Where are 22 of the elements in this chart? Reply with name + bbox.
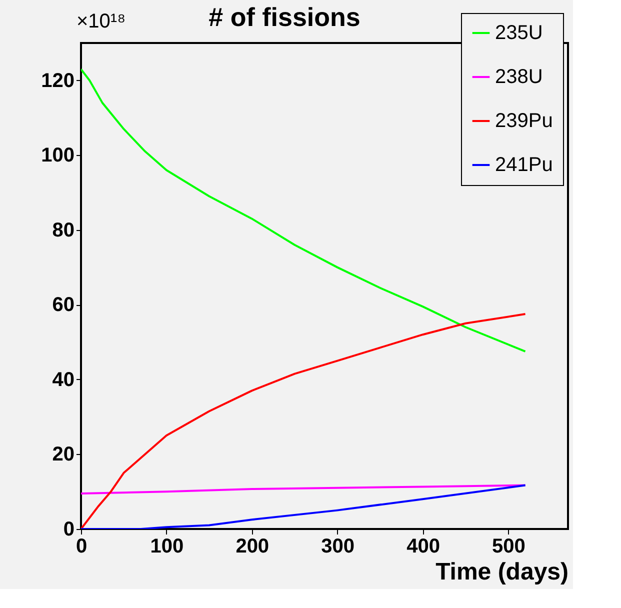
chart-title: # of fissions [208,2,360,32]
y-tick-label: 80 [52,219,74,242]
x-axis-title: Time (days) [436,558,568,586]
y-tick-label: 40 [52,368,74,391]
line-series [81,484,526,529]
y-tick-label: 120 [41,70,74,92]
legend-label: 235U [495,22,543,44]
x-tick-label: 100 [150,536,184,558]
x-tick-label: 300 [321,536,355,558]
y-tick-label: 20 [52,444,74,466]
x-tick-label: 500 [492,536,526,558]
line-series [81,313,526,529]
y-tick-label: 100 [41,144,74,167]
x-tick-label: 400 [406,536,440,558]
x-tick-label: 200 [236,536,270,558]
y-tick-label: 0 [63,518,74,540]
legend-label: 238U [495,66,543,88]
legend-label: 241Pu [495,154,553,176]
legend-label: 239Pu [495,110,553,132]
y-tick-label: 60 [52,294,74,316]
line-series [81,484,526,494]
y-axis-title: ×10¹⁸ [76,10,126,32]
